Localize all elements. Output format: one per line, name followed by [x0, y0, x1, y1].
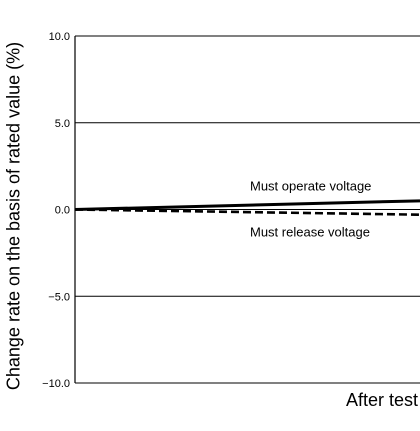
y-tick-label: −10.0 — [42, 378, 70, 390]
annotation-must-operate: Must operate voltage — [250, 179, 371, 194]
y-tick-label: −5.0 — [48, 291, 70, 303]
x-axis-label: After test — [345, 390, 418, 410]
series-line-must-operate — [74, 199, 420, 211]
series-line-must-release — [74, 208, 420, 217]
y-tick-label: 0.0 — [55, 205, 70, 217]
annotation-must-release: Must release voltage — [250, 225, 370, 240]
y-tick-label: 5.0 — [55, 118, 70, 130]
y-axis-label: Change rate on the basis of rated value … — [3, 41, 24, 391]
y-tick-label: 10.0 — [49, 31, 70, 43]
